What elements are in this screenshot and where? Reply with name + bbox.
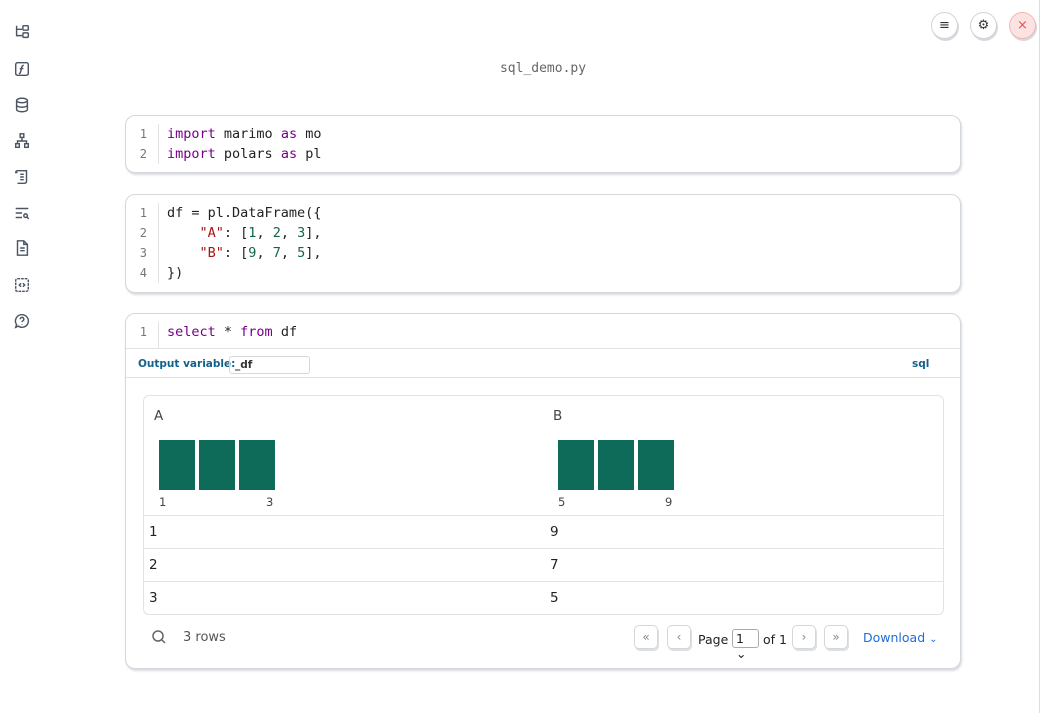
histogram-bar	[199, 440, 235, 490]
page-total: of 1	[763, 632, 787, 647]
output-variable-input[interactable]: _df	[229, 356, 310, 374]
histogram-bar	[638, 440, 674, 490]
histogram-bar	[159, 440, 195, 490]
code-cell-imports[interactable]: 1 2 import marimo as mo import polars as …	[125, 115, 961, 173]
prev-page-button[interactable]: ‹	[667, 625, 691, 649]
histogram-max: 3	[266, 495, 274, 509]
help-icon[interactable]	[12, 311, 32, 331]
settings-button[interactable]: ⚙	[970, 12, 997, 39]
download-button[interactable]: Download ⌄	[863, 630, 938, 645]
close-button[interactable]: ×	[1009, 12, 1036, 39]
line-number: 1	[139, 127, 147, 141]
menu-button[interactable]: ≡	[931, 12, 958, 39]
row-count: 3 rows	[183, 630, 226, 645]
next-page-button[interactable]: ›	[792, 625, 816, 649]
code-line: "A": [1, 2, 3],	[199, 225, 322, 241]
scrollbar[interactable]	[1039, 0, 1040, 713]
histogram-min: 5	[558, 495, 566, 509]
language-label[interactable]: sql	[912, 358, 930, 370]
code-line: })	[167, 265, 184, 281]
column-header-b[interactable]: B 5 9	[544, 396, 943, 516]
code-line: "B": [9, 7, 5],	[199, 245, 322, 261]
code-line: import marimo as mo	[167, 126, 322, 142]
output-variable-label: Output variable:	[138, 358, 236, 370]
search-list-icon[interactable]	[12, 203, 32, 223]
function-icon[interactable]	[12, 59, 32, 79]
histogram-min: 1	[159, 495, 167, 509]
column-header-a[interactable]: A 1 3	[144, 396, 544, 516]
code-line: select * from df	[167, 324, 298, 340]
code-line: df = pl.DataFrame({	[167, 205, 322, 221]
dependency-graph-icon[interactable]	[12, 131, 32, 151]
chevron-down-icon: ⌄	[929, 634, 938, 645]
histogram-bar	[239, 440, 275, 490]
sql-cell[interactable]: 1 select * from df Output variable: _df …	[125, 313, 961, 669]
code-line: import polars as pl	[167, 146, 322, 162]
histogram-max: 9	[665, 495, 673, 509]
first-page-button[interactable]: «	[634, 625, 658, 649]
histogram-bar	[598, 440, 634, 490]
database-icon[interactable]	[12, 95, 32, 115]
file-tree-icon[interactable]	[12, 22, 32, 42]
document-icon[interactable]	[12, 238, 32, 258]
output-variable-bar: Output variable: _df sql	[126, 348, 960, 378]
line-number: 2	[139, 147, 147, 161]
last-page-button[interactable]: »	[824, 625, 848, 649]
page-select[interactable]: 1 ⌄	[732, 629, 759, 661]
snippets-icon[interactable]	[12, 275, 32, 295]
search-icon[interactable]	[151, 629, 167, 649]
scroll-icon[interactable]	[12, 167, 32, 187]
page-label: Page	[698, 632, 729, 647]
histogram-bar	[558, 440, 594, 490]
notebook-filename: sql_demo.py	[499, 61, 587, 76]
